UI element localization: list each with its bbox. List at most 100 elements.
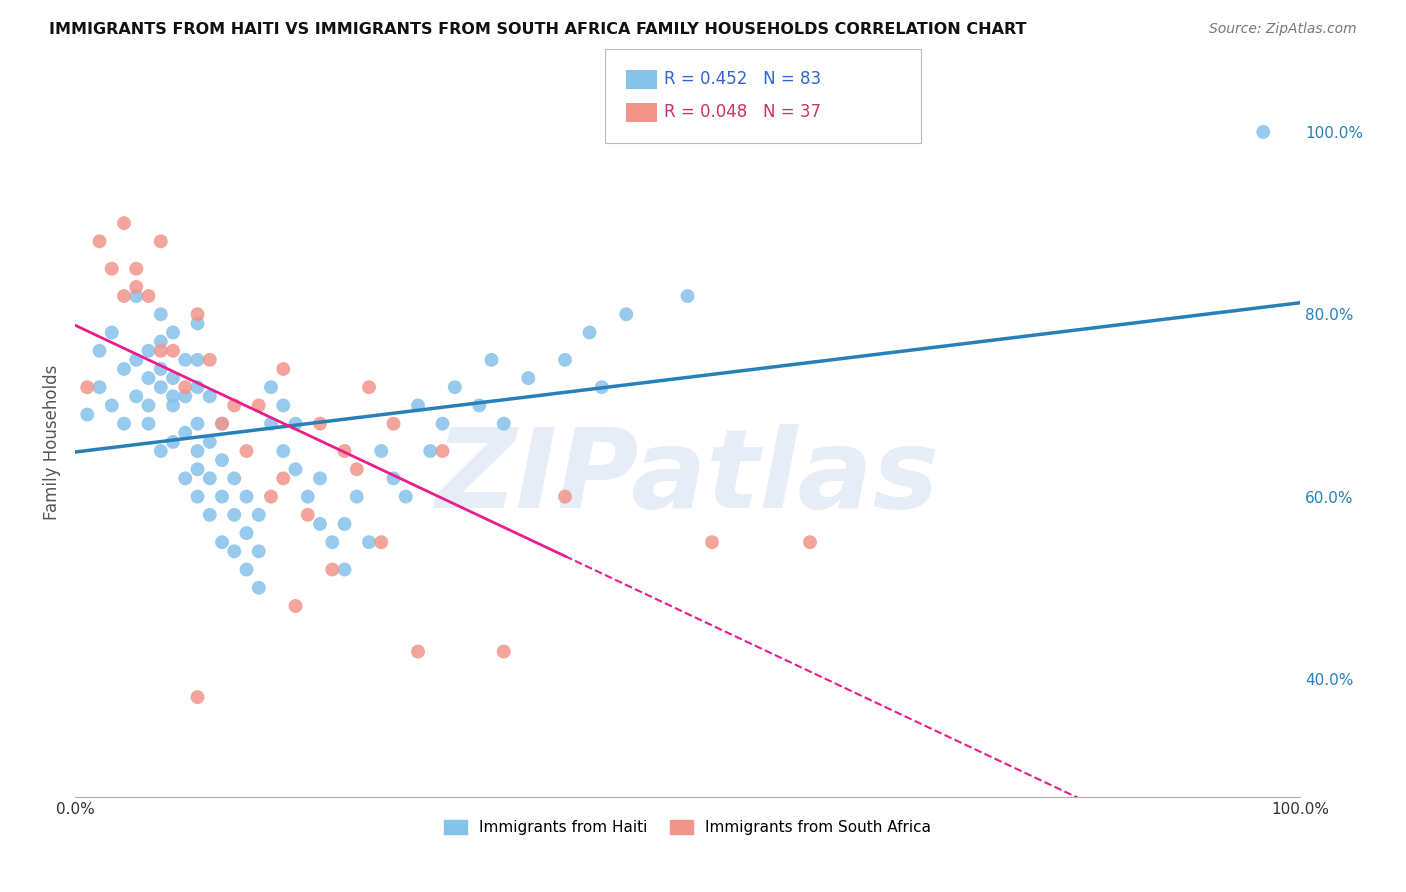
Point [211,417,233,431]
Point [517,371,540,385]
Point [224,471,246,485]
Point [100,261,122,276]
Point [271,471,294,485]
Point [112,289,135,303]
Point [247,399,270,413]
Point [382,471,405,485]
Point [198,389,221,403]
Point [186,690,208,705]
Point [162,326,184,340]
Point [89,235,111,249]
Point [224,508,246,522]
Point [297,490,319,504]
Point [198,352,221,367]
Point [406,399,429,413]
Point [198,508,221,522]
Point [382,417,405,431]
Point [211,417,233,431]
Point [432,417,454,431]
Point [162,343,184,358]
Point [309,516,332,531]
Point [591,380,613,394]
Point [468,399,491,413]
Point [799,535,821,549]
Point [224,544,246,558]
Text: R = 0.452   N = 83: R = 0.452 N = 83 [664,70,821,88]
Point [211,535,233,549]
Point [357,535,380,549]
Point [224,399,246,413]
Point [198,471,221,485]
Point [1251,125,1274,139]
Point [149,444,172,458]
Point [395,490,418,504]
Point [333,516,356,531]
Point [125,389,148,403]
Point [284,462,307,476]
Point [198,434,221,449]
Point [406,644,429,658]
Point [247,581,270,595]
Point [186,462,208,476]
Point [309,417,332,431]
Point [346,462,368,476]
Point [162,434,184,449]
Legend: Immigrants from Haiti, Immigrants from South Africa: Immigrants from Haiti, Immigrants from S… [436,813,939,843]
Point [162,399,184,413]
Point [149,235,172,249]
Point [370,444,392,458]
Point [186,352,208,367]
Point [370,535,392,549]
Point [614,307,637,321]
Point [297,508,319,522]
Point [260,490,283,504]
Point [174,425,197,440]
Point [174,471,197,485]
Point [149,334,172,349]
Point [138,399,160,413]
Point [138,371,160,385]
Point [89,380,111,394]
Y-axis label: Family Households: Family Households [44,364,60,520]
Point [357,380,380,394]
Point [138,343,160,358]
Point [186,417,208,431]
Point [174,389,197,403]
Point [346,490,368,504]
Point [149,307,172,321]
Point [186,444,208,458]
Point [174,352,197,367]
Point [235,490,257,504]
Point [309,471,332,485]
Text: ZIPatlas: ZIPatlas [436,424,939,531]
Point [443,380,465,394]
Point [125,352,148,367]
Point [271,399,294,413]
Point [76,408,98,422]
Point [247,508,270,522]
Point [186,380,208,394]
Point [700,535,723,549]
Point [186,490,208,504]
Point [100,326,122,340]
Point [284,417,307,431]
Point [235,444,257,458]
Point [149,380,172,394]
Point [138,417,160,431]
Point [112,216,135,230]
Point [235,526,257,541]
Point [89,343,111,358]
Point [149,362,172,376]
Text: IMMIGRANTS FROM HAITI VS IMMIGRANTS FROM SOUTH AFRICA FAMILY HOUSEHOLDS CORRELAT: IMMIGRANTS FROM HAITI VS IMMIGRANTS FROM… [49,22,1026,37]
Text: R = 0.048   N = 37: R = 0.048 N = 37 [664,103,821,121]
Point [321,535,343,549]
Point [125,261,148,276]
Point [333,562,356,576]
Point [481,352,503,367]
Point [138,289,160,303]
Point [100,399,122,413]
Point [284,599,307,613]
Point [333,444,356,458]
Point [492,644,515,658]
Point [676,289,699,303]
